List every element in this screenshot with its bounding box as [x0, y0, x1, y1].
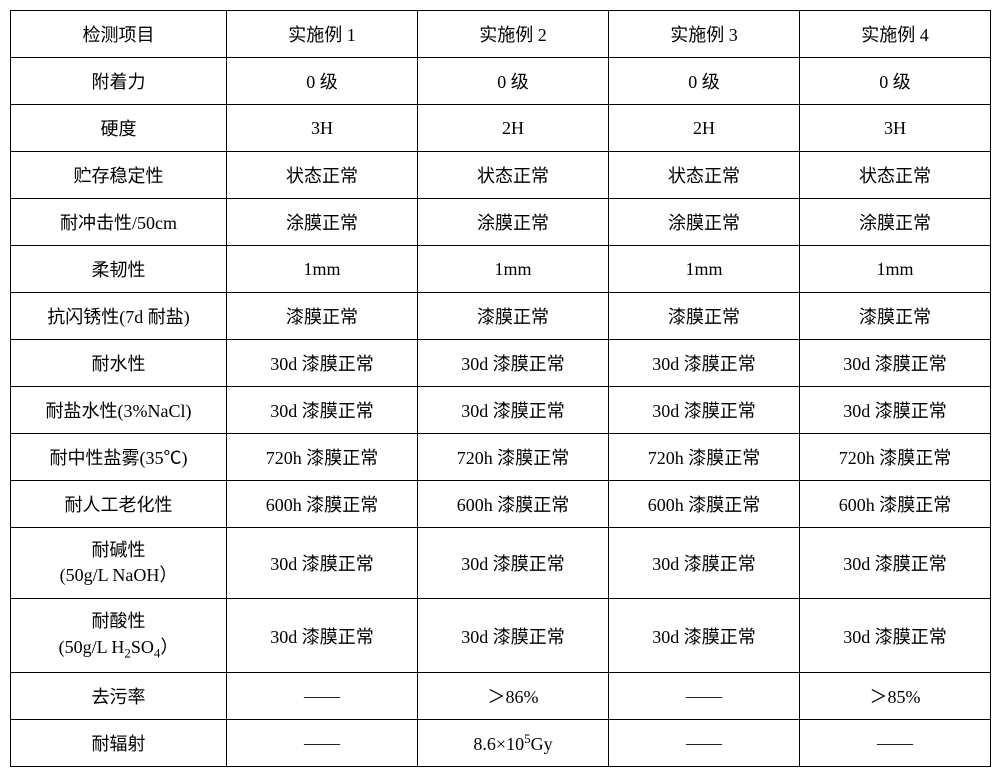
- cell-value: 30d 漆膜正常: [227, 387, 418, 434]
- cell-value: 0 级: [418, 58, 609, 105]
- column-header: 实施例 1: [227, 11, 418, 58]
- cell-value: ＞86%: [418, 673, 609, 720]
- cell-value: ——: [227, 720, 418, 767]
- cell-value: 状态正常: [609, 152, 800, 199]
- row-label: 耐中性盐雾(35℃): [11, 434, 227, 481]
- cell-value: ——: [609, 673, 800, 720]
- cell-value: 漆膜正常: [418, 293, 609, 340]
- row-label: 硬度: [11, 105, 227, 152]
- cell-value: 涂膜正常: [609, 199, 800, 246]
- cell-value: 3H: [800, 105, 991, 152]
- cell-value: 状态正常: [800, 152, 991, 199]
- cell-value: 30d 漆膜正常: [227, 599, 418, 673]
- column-header: 实施例 2: [418, 11, 609, 58]
- column-header: 检测项目: [11, 11, 227, 58]
- cell-value: 漆膜正常: [227, 293, 418, 340]
- cell-value: 720h 漆膜正常: [227, 434, 418, 481]
- cell-value: 30d 漆膜正常: [227, 340, 418, 387]
- cell-value: 1mm: [418, 246, 609, 293]
- column-header: 实施例 4: [800, 11, 991, 58]
- row-label: 去污率: [11, 673, 227, 720]
- cell-value: 2H: [418, 105, 609, 152]
- cell-value: 30d 漆膜正常: [609, 599, 800, 673]
- table-row: 耐酸性(50g/L H2SO4）30d 漆膜正常30d 漆膜正常30d 漆膜正常…: [11, 599, 991, 673]
- cell-value: 30d 漆膜正常: [418, 528, 609, 599]
- cell-value: 720h 漆膜正常: [609, 434, 800, 481]
- cell-value: 状态正常: [227, 152, 418, 199]
- cell-value: 30d 漆膜正常: [800, 387, 991, 434]
- row-label: 耐水性: [11, 340, 227, 387]
- cell-value: 3H: [227, 105, 418, 152]
- cell-value: 600h 漆膜正常: [609, 481, 800, 528]
- cell-value: ＞85%: [800, 673, 991, 720]
- cell-value: ——: [609, 720, 800, 767]
- cell-value: 30d 漆膜正常: [418, 387, 609, 434]
- table-row: 柔韧性1mm1mm1mm1mm: [11, 246, 991, 293]
- row-label: 耐冲击性/50cm: [11, 199, 227, 246]
- cell-value: 涂膜正常: [227, 199, 418, 246]
- table-row: 硬度3H2H2H3H: [11, 105, 991, 152]
- cell-value: ——: [227, 673, 418, 720]
- table-row: 去污率——＞86%——＞85%: [11, 673, 991, 720]
- cell-value: 600h 漆膜正常: [227, 481, 418, 528]
- table-row: 耐水性30d 漆膜正常30d 漆膜正常30d 漆膜正常30d 漆膜正常: [11, 340, 991, 387]
- cell-value: 涂膜正常: [800, 199, 991, 246]
- cell-value: 30d 漆膜正常: [418, 599, 609, 673]
- cell-value: 30d 漆膜正常: [800, 599, 991, 673]
- cell-value: 30d 漆膜正常: [800, 528, 991, 599]
- row-label: 柔韧性: [11, 246, 227, 293]
- cell-value: 30d 漆膜正常: [609, 387, 800, 434]
- cell-value: 600h 漆膜正常: [418, 481, 609, 528]
- cell-value: 1mm: [800, 246, 991, 293]
- table-row: 贮存稳定性状态正常状态正常状态正常状态正常: [11, 152, 991, 199]
- table-row: 耐中性盐雾(35℃)720h 漆膜正常720h 漆膜正常720h 漆膜正常720…: [11, 434, 991, 481]
- row-label: 耐酸性(50g/L H2SO4）: [11, 599, 227, 673]
- table-header-row: 检测项目 实施例 1 实施例 2 实施例 3 实施例 4: [11, 11, 991, 58]
- table-row: 耐冲击性/50cm涂膜正常涂膜正常涂膜正常涂膜正常: [11, 199, 991, 246]
- row-label: 耐盐水性(3%NaCl): [11, 387, 227, 434]
- cell-value: 1mm: [227, 246, 418, 293]
- row-label: 附着力: [11, 58, 227, 105]
- cell-value: 30d 漆膜正常: [609, 528, 800, 599]
- cell-value: 720h 漆膜正常: [800, 434, 991, 481]
- cell-value: 漆膜正常: [800, 293, 991, 340]
- cell-value: 0 级: [227, 58, 418, 105]
- cell-value: ——: [800, 720, 991, 767]
- cell-value: 1mm: [609, 246, 800, 293]
- cell-value: 30d 漆膜正常: [609, 340, 800, 387]
- table-row: 耐人工老化性600h 漆膜正常600h 漆膜正常600h 漆膜正常600h 漆膜…: [11, 481, 991, 528]
- row-label: 耐辐射: [11, 720, 227, 767]
- cell-value: 30d 漆膜正常: [418, 340, 609, 387]
- table-row: 耐辐射——8.6×105Gy————: [11, 720, 991, 767]
- table-row: 耐盐水性(3%NaCl)30d 漆膜正常30d 漆膜正常30d 漆膜正常30d …: [11, 387, 991, 434]
- table-row: 抗闪锈性(7d 耐盐)漆膜正常漆膜正常漆膜正常漆膜正常: [11, 293, 991, 340]
- cell-value: 30d 漆膜正常: [800, 340, 991, 387]
- table-row: 耐碱性(50g/L NaOH）30d 漆膜正常30d 漆膜正常30d 漆膜正常3…: [11, 528, 991, 599]
- cell-value: 720h 漆膜正常: [418, 434, 609, 481]
- column-header: 实施例 3: [609, 11, 800, 58]
- cell-value: 8.6×105Gy: [418, 720, 609, 767]
- cell-value: 涂膜正常: [418, 199, 609, 246]
- cell-value: 600h 漆膜正常: [800, 481, 991, 528]
- table-body: 附着力0 级0 级0 级0 级硬度3H2H2H3H贮存稳定性状态正常状态正常状态…: [11, 58, 991, 767]
- row-label: 耐人工老化性: [11, 481, 227, 528]
- cell-value: 2H: [609, 105, 800, 152]
- cell-value: 0 级: [609, 58, 800, 105]
- cell-value: 30d 漆膜正常: [227, 528, 418, 599]
- data-table: 检测项目 实施例 1 实施例 2 实施例 3 实施例 4 附着力0 级0 级0 …: [10, 10, 991, 767]
- row-label: 贮存稳定性: [11, 152, 227, 199]
- table-row: 附着力0 级0 级0 级0 级: [11, 58, 991, 105]
- row-label: 抗闪锈性(7d 耐盐): [11, 293, 227, 340]
- cell-value: 漆膜正常: [609, 293, 800, 340]
- row-label: 耐碱性(50g/L NaOH）: [11, 528, 227, 599]
- cell-value: 状态正常: [418, 152, 609, 199]
- cell-value: 0 级: [800, 58, 991, 105]
